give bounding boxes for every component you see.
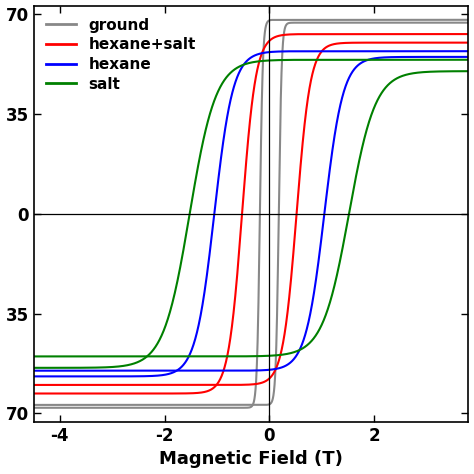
Legend: ground, hexane+salt, hexane, salt: ground, hexane+salt, hexane, salt	[41, 13, 201, 96]
X-axis label: Magnetic Field (T): Magnetic Field (T)	[159, 450, 343, 468]
